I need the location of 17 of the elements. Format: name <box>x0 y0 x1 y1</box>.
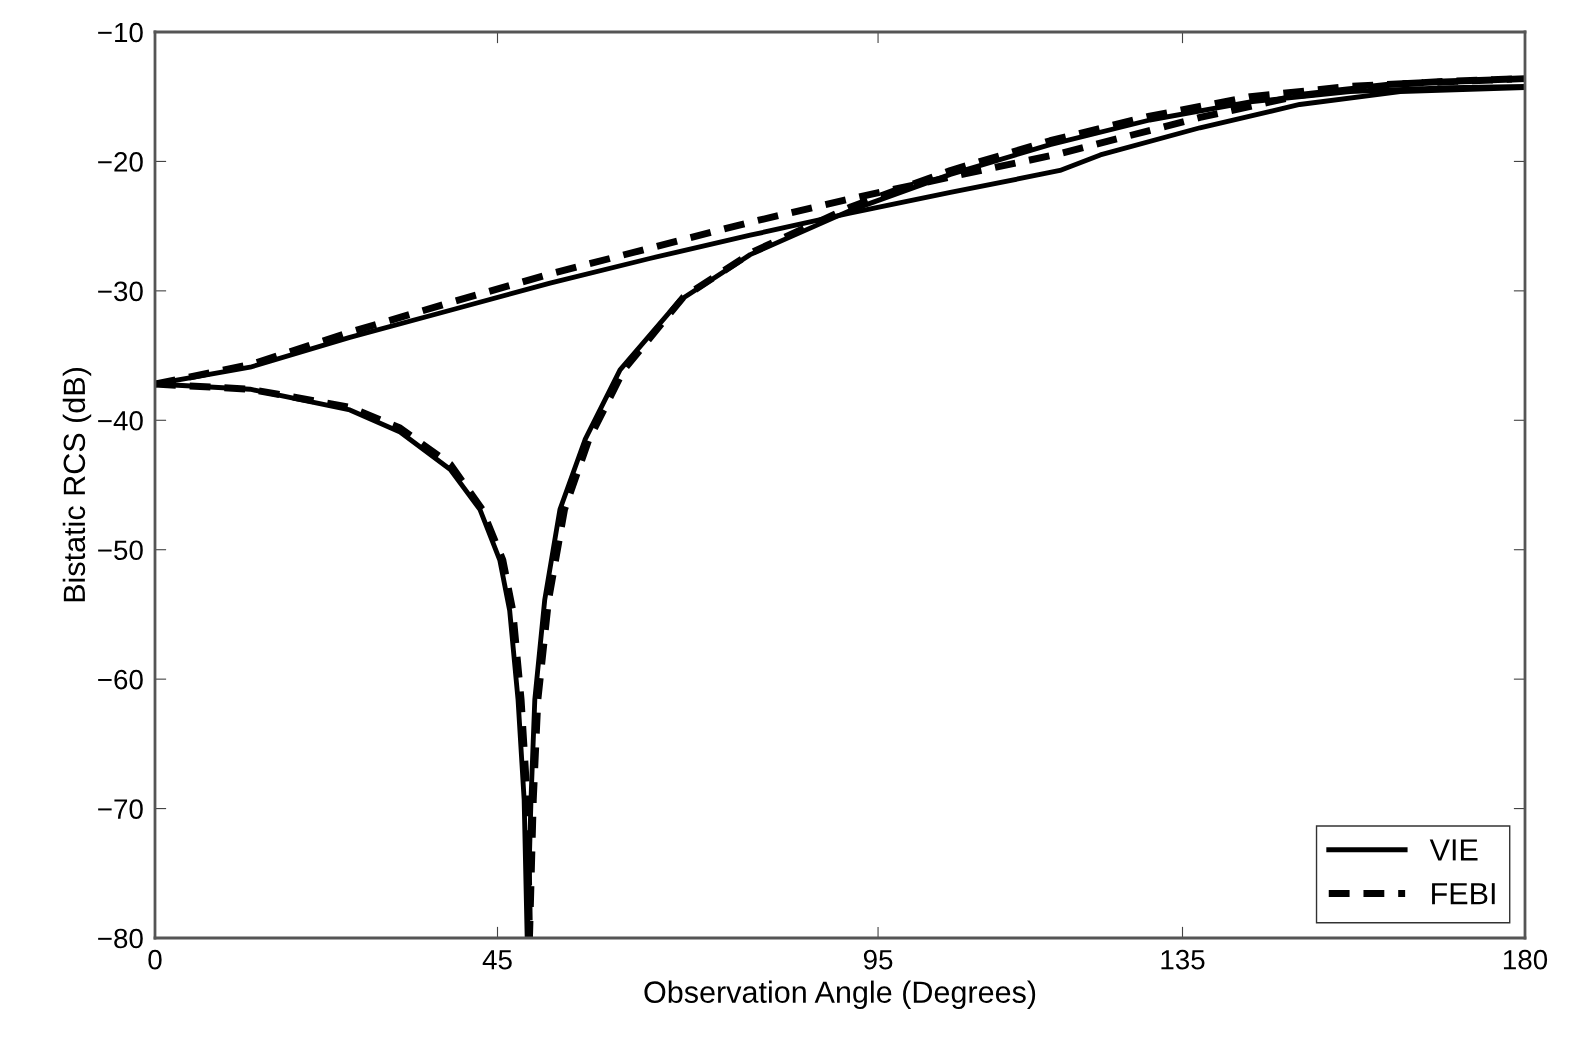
y-tick-label: −50 <box>98 540 143 561</box>
x-tick-label: 95 <box>863 949 893 970</box>
y-tick-label: −40 <box>98 410 143 431</box>
y-tick-label: −80 <box>98 928 143 949</box>
y-axis-title: Bistatic RCS (dB) <box>62 368 92 602</box>
x-tick-label: 135 <box>1161 949 1205 970</box>
legend-label: FEBI <box>1432 883 1495 905</box>
x-axis-title: Observation Angle (Degrees) <box>644 980 1036 1010</box>
y-tick-label: −70 <box>98 799 143 819</box>
y-tick-label: −20 <box>98 152 143 172</box>
x-tick-label: 45 <box>482 950 512 970</box>
x-tick-label: 0 <box>148 949 162 970</box>
y-tick-label: −60 <box>98 669 143 690</box>
x-tick-label: 180 <box>1503 949 1548 970</box>
y-tick-label: −30 <box>98 281 143 302</box>
y-tick-label: −10 <box>98 22 143 43</box>
legend-label: VIE <box>1429 839 1478 861</box>
